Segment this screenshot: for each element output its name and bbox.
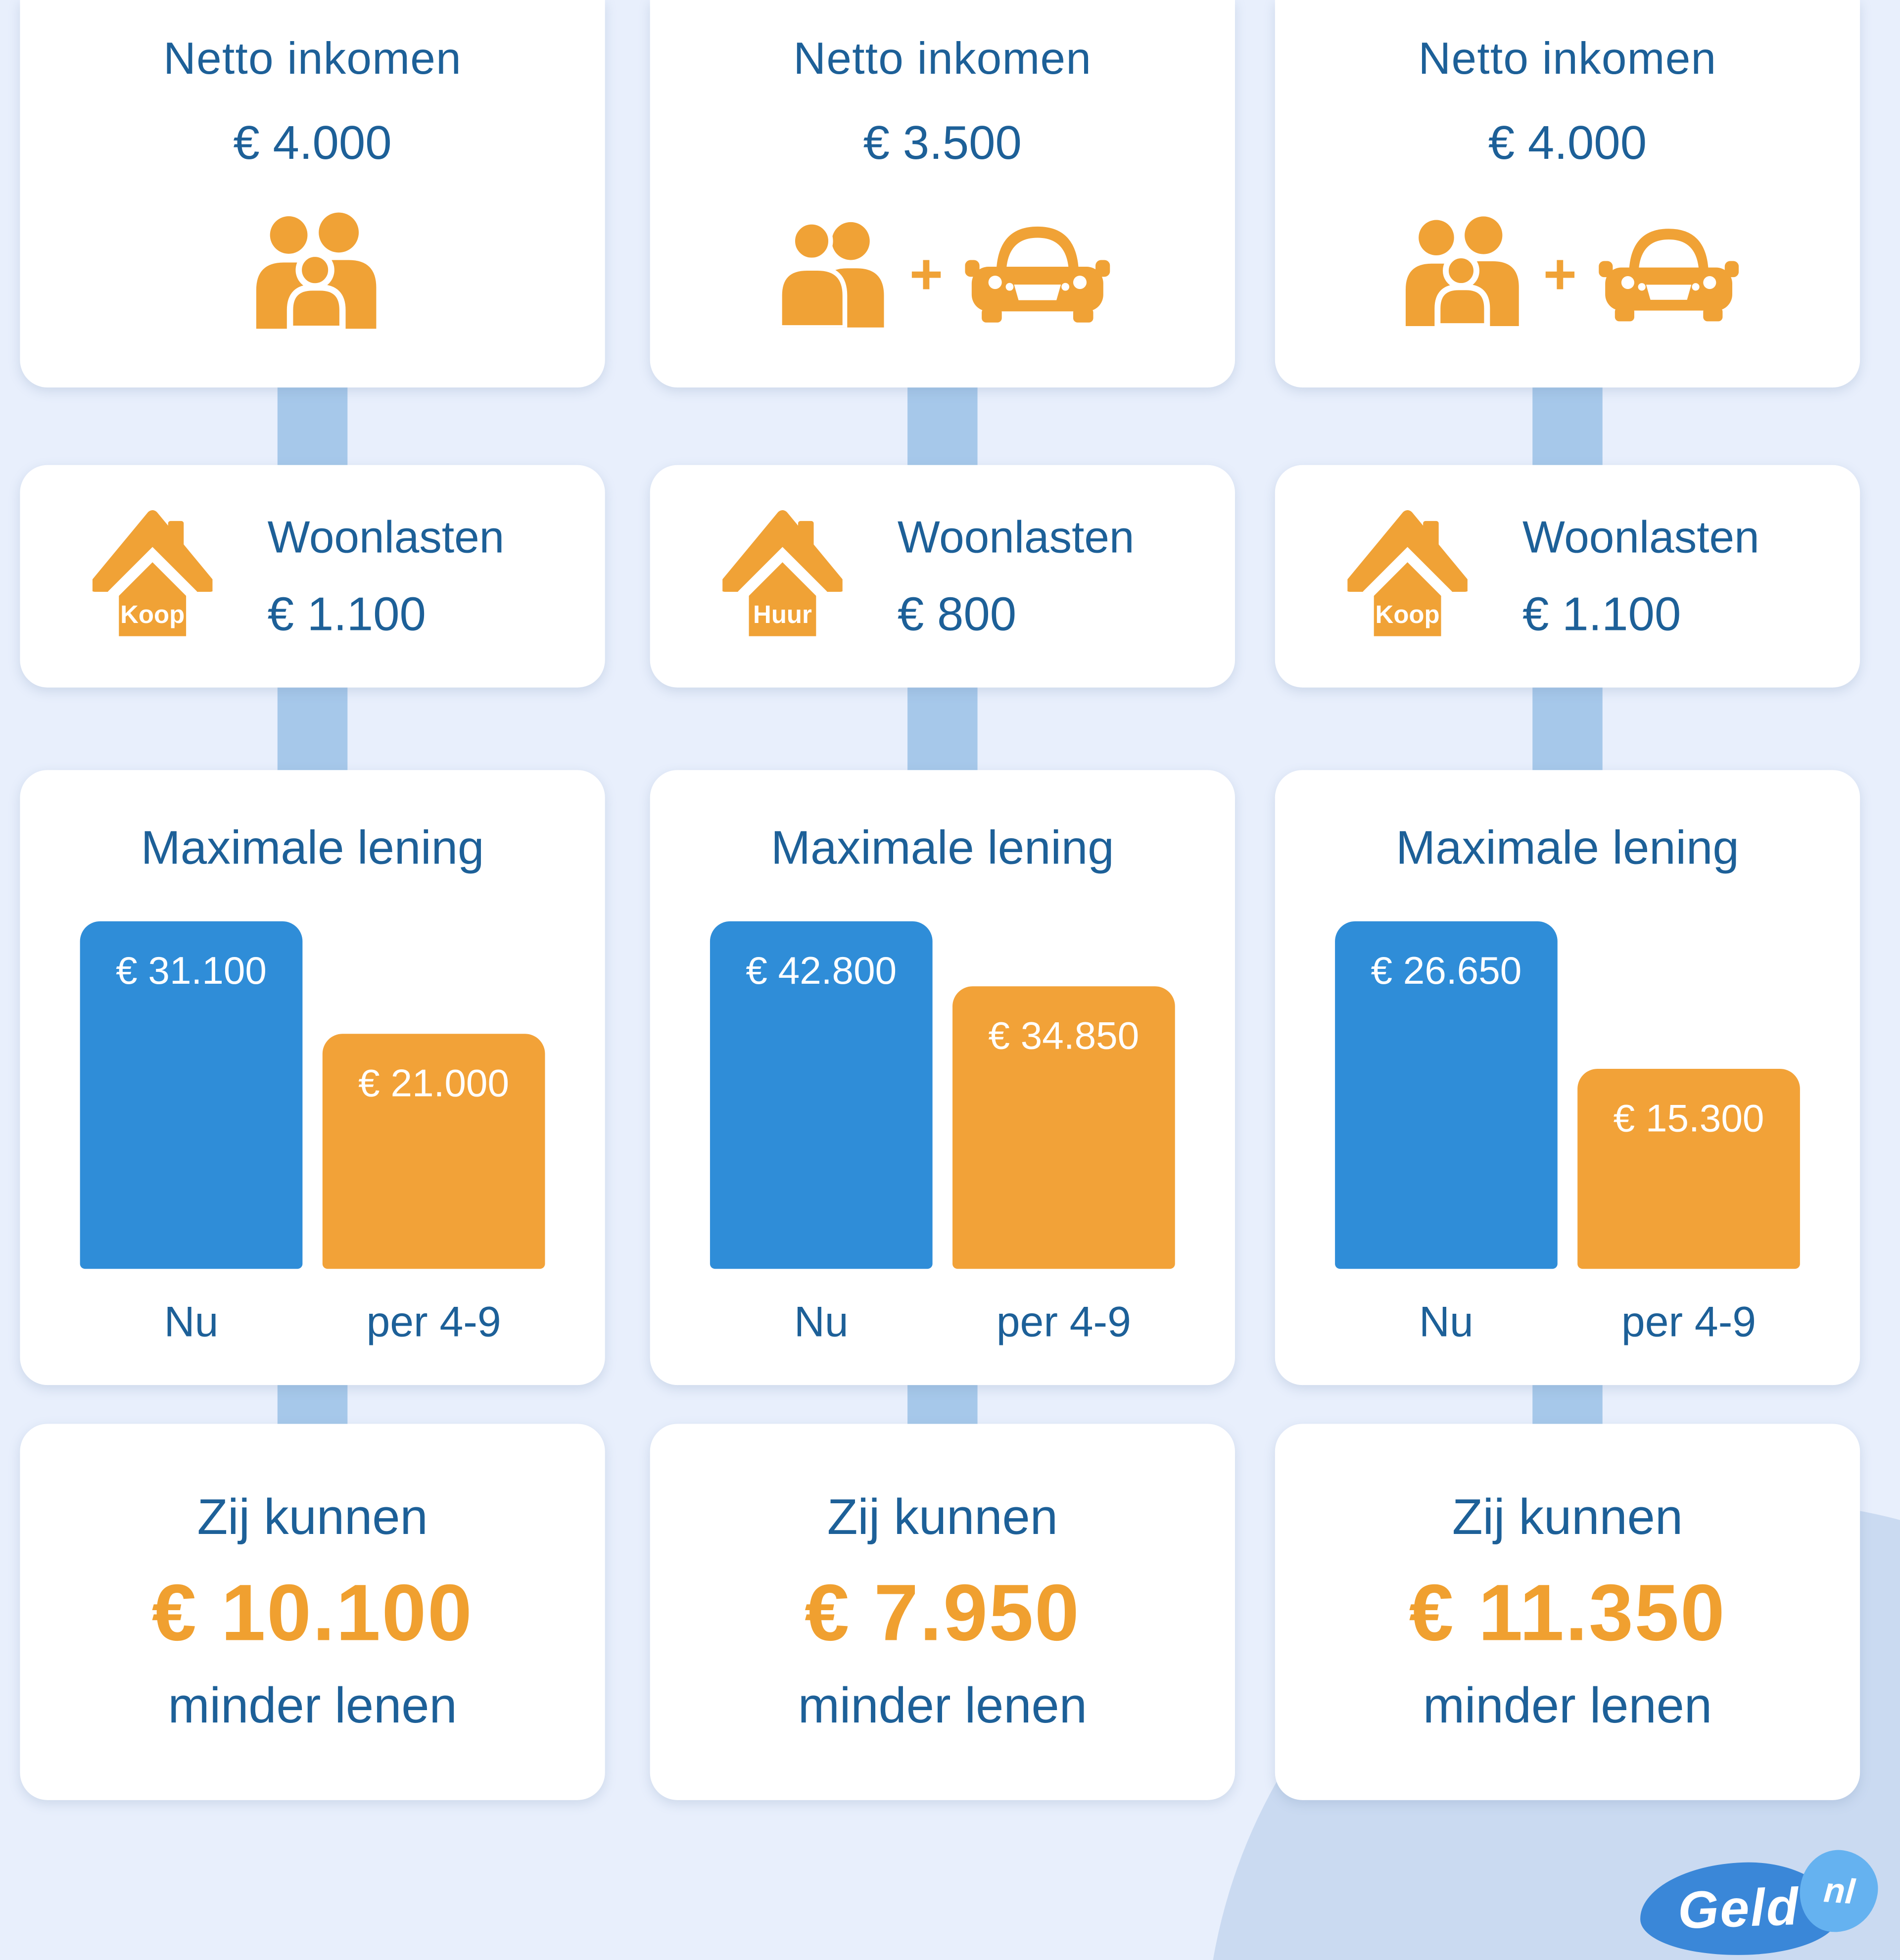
income-amount: € 4.000 [233,117,392,170]
max-loan-chart-card: Maximale lening € 26.650 € 15.300 Nu per… [1275,770,1860,1386]
chart-title: Maximale lening [770,822,1114,875]
bar-x-label: per 4-9 [366,1298,501,1346]
bar-x-label: Nu [794,1298,849,1346]
housing-card: Koop Woonlasten € 1.100 [20,465,605,688]
house-label: Huur [753,600,812,628]
summary-suffix: minder lenen [798,1678,1087,1733]
summary-amount: € 10.100 [151,1567,474,1657]
income-title: Netto inkomen [163,32,462,84]
housing-card: Huur Woonlasten € 800 [650,465,1235,688]
plus-icon: + [909,240,943,306]
summary-suffix: minder lenen [1423,1678,1712,1733]
bar-nu: € 31.100 [80,921,303,1269]
chart-title: Maximale lening [1396,822,1739,875]
summary-card: Zij kunnen € 7.950 minder lenen [650,1424,1235,1800]
bar-x-label: per 4-9 [996,1298,1131,1346]
connector-line [1532,375,1603,475]
housing-title: Woonlasten [267,510,505,562]
scenario-column-3: Netto inkomen € 4.000 + Koop Woonlasten [1275,0,1860,1960]
house-label: Koop [120,600,185,628]
income-icons [20,171,605,387]
connector-line [277,375,348,475]
connector-line [1532,675,1603,783]
max-loan-chart-card: Maximale lening € 42.800 € 34.850 Nu per… [650,770,1235,1386]
income-icons: + [1275,171,1860,387]
geldnl-logo-badge-text: nl [1822,1870,1856,1912]
connector-line [277,675,348,783]
income-title: Netto inkomen [1418,32,1717,84]
max-loan-chart-card: Maximale lening € 31.100 € 21.000 Nu per… [20,770,605,1386]
bar-nu: € 26.650 [1335,921,1558,1269]
bar-value-label: € 26.650 [1371,949,1522,993]
bar-x-label: per 4-9 [1621,1298,1757,1346]
plus-icon: + [1543,240,1577,306]
scenario-column-1: Netto inkomen € 4.000 Koop Woonlasten € … [20,0,605,1960]
bar-value-label: € 31.100 [116,949,267,993]
housing-title: Woonlasten [1522,510,1759,562]
house-label: Koop [1376,600,1440,628]
income-card: Netto inkomen € 4.000 [20,0,605,388]
housing-amount: € 1.100 [267,588,426,641]
summary-amount: € 7.950 [805,1567,1081,1657]
bar-per-4-9: € 21.000 [322,1034,545,1269]
summary-prefix: Zij kunnen [827,1489,1058,1545]
summary-card: Zij kunnen € 11.350 minder lenen [1275,1424,1860,1800]
bar-value-label: € 34.850 [988,1013,1140,1058]
housing-title: Woonlasten [897,510,1135,562]
summary-suffix: minder lenen [168,1678,457,1733]
car-icon [1599,228,1740,321]
housing-card: Koop Woonlasten € 1.100 [1275,465,1860,688]
bar-x-label: Nu [1419,1298,1473,1346]
summary-amount: € 11.350 [1409,1567,1726,1657]
connector-line [907,375,978,475]
bar-nu: € 42.800 [710,921,933,1269]
bar-per-4-9: € 34.850 [952,986,1175,1269]
summary-prefix: Zij kunnen [197,1489,428,1545]
house-icon: Koop [89,508,216,644]
bar-value-label: € 42.800 [746,949,897,993]
income-amount: € 3.500 [863,117,1022,170]
housing-amount: € 800 [897,588,1017,641]
housing-amount: € 1.100 [1522,588,1681,641]
income-amount: € 4.000 [1488,117,1647,170]
family-icon [246,210,379,331]
bar-value-label: € 15.300 [1613,1096,1764,1140]
connector-line [907,675,978,783]
geldnl-logo-text: Geld [1677,1876,1801,1940]
bar-x-label: Nu [164,1298,219,1346]
income-title: Netto inkomen [793,32,1092,84]
house-icon: Koop [1344,508,1472,644]
summary-prefix: Zij kunnen [1452,1489,1683,1545]
car-icon [965,226,1111,323]
bar-per-4-9: € 15.300 [1577,1068,1800,1269]
chart-title: Maximale lening [141,822,484,875]
family-icon [1396,213,1521,328]
scenario-column-2: Netto inkomen € 3.500 + Huur Woonlasten [650,0,1235,1960]
income-icons: + [650,171,1235,387]
house-icon: Huur [718,508,847,644]
couple-icon [774,214,887,327]
bar-value-label: € 21.000 [358,1061,510,1105]
summary-card: Zij kunnen € 10.100 minder lenen [20,1424,605,1800]
income-card: Netto inkomen € 4.000 + [1275,0,1860,388]
income-card: Netto inkomen € 3.500 + [650,0,1235,388]
